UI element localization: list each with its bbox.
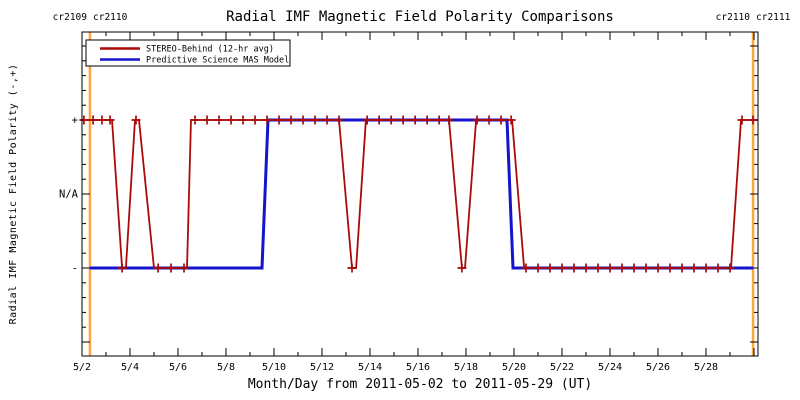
data-point-marker <box>665 263 675 273</box>
data-point-marker <box>617 263 627 273</box>
cr-label-left-before: cr2109 <box>53 12 88 23</box>
data-point-marker <box>533 263 543 273</box>
data-point-marker <box>250 115 260 125</box>
data-point-marker <box>131 115 141 125</box>
x-tick-label: 5/28 <box>694 362 718 373</box>
data-point-marker <box>422 115 432 125</box>
data-point-marker <box>484 115 494 125</box>
data-point-marker <box>298 115 308 125</box>
data-point-marker <box>444 115 454 125</box>
x-tick-label: 5/6 <box>169 362 187 373</box>
x-axis-label: Month/Day from 2011-05-02 to 2011-05-29 … <box>248 377 592 392</box>
legend-box <box>85 39 291 67</box>
data-point-marker <box>689 263 699 273</box>
data-point-marker <box>701 263 711 273</box>
data-point-marker <box>557 263 567 273</box>
data-point-marker <box>748 115 758 125</box>
x-tick-label: 5/10 <box>262 362 286 373</box>
data-point-marker <box>214 115 224 125</box>
x-tick-label: 5/16 <box>406 362 430 373</box>
y-tick-labels: + N/A - <box>59 115 79 275</box>
data-point-marker <box>386 115 396 125</box>
data-point-marker <box>593 263 603 273</box>
data-point-marker <box>605 263 615 273</box>
data-point-marker <box>398 115 408 125</box>
y-tick-label: + <box>72 115 78 127</box>
x-tick-label: 5/4 <box>121 362 139 373</box>
y-axis-label: Radial IMF Magnetic Field Polarity (-,+) <box>8 64 19 325</box>
data-point-marker <box>202 115 212 125</box>
data-series <box>79 115 759 273</box>
data-point-marker <box>472 115 482 125</box>
cr-label-left-after: cr2110 <box>93 12 128 23</box>
x-tick-labels: 5/2 5/4 5/6 5/8 5/10 5/12 5/14 5/16 5/18 5/20 5/22… <box>73 362 718 373</box>
data-point-marker <box>521 263 531 273</box>
data-point-marker <box>725 263 735 273</box>
y-tick-label: - <box>72 263 78 275</box>
data-point-marker <box>334 115 344 125</box>
data-point-marker <box>545 263 555 273</box>
data-point-marker <box>506 115 516 125</box>
data-point-marker <box>153 263 163 273</box>
data-point-marker <box>713 263 723 273</box>
x-tick-label: 5/18 <box>454 362 478 373</box>
x-tick-label: 5/22 <box>550 362 574 373</box>
cr-label-right-after: cr2111 <box>756 12 791 23</box>
data-point-marker <box>496 115 506 125</box>
data-point-marker <box>238 115 248 125</box>
x-tick-label: 5/26 <box>646 362 670 373</box>
data-point-marker <box>457 263 467 273</box>
plot-border <box>81 31 759 357</box>
data-point-marker <box>179 263 189 273</box>
cr-label-right-before: cr2110 <box>716 12 751 23</box>
data-point-marker <box>581 263 591 273</box>
data-point-marker <box>310 115 320 125</box>
data-point-marker <box>274 115 284 125</box>
data-point-marker <box>677 263 687 273</box>
data-point-marker <box>105 115 115 125</box>
x-tick-label: 5/2 <box>73 362 91 373</box>
data-point-marker <box>166 263 176 273</box>
data-point-marker <box>641 263 651 273</box>
data-point-marker <box>286 115 296 125</box>
x-tick-label: 5/8 <box>217 362 235 373</box>
chart-title: Radial IMF Magnetic Field Polarity Compa… <box>226 9 614 25</box>
data-point-marker <box>117 263 127 273</box>
data-point-marker <box>79 115 89 125</box>
y-tick-label: N/A <box>59 189 79 201</box>
data-point-marker <box>262 115 272 125</box>
data-point-marker <box>190 115 200 125</box>
data-point-marker <box>97 115 107 125</box>
data-point-marker <box>737 115 747 125</box>
legend-label-mas: Predictive Science MAS Model <box>146 56 289 66</box>
x-tick-label: 5/24 <box>598 362 622 373</box>
data-point-marker <box>629 263 639 273</box>
x-tick-label: 5/12 <box>310 362 334 373</box>
data-point-marker <box>347 263 357 273</box>
data-point-marker <box>226 115 236 125</box>
data-point-marker <box>410 115 420 125</box>
data-point-marker <box>88 115 98 125</box>
data-point-marker <box>362 115 372 125</box>
data-point-marker <box>434 115 444 125</box>
data-point-marker <box>374 115 384 125</box>
x-tick-label: 5/14 <box>358 362 382 373</box>
data-point-marker <box>569 263 579 273</box>
data-point-marker <box>653 263 663 273</box>
legend: STEREO-Behind (12-hr avg) Predictive Sci… <box>85 39 291 67</box>
legend-label-stereo: STEREO-Behind (12-hr avg) <box>146 45 274 55</box>
x-tick-label: 5/20 <box>502 362 526 373</box>
data-point-marker <box>322 115 332 125</box>
